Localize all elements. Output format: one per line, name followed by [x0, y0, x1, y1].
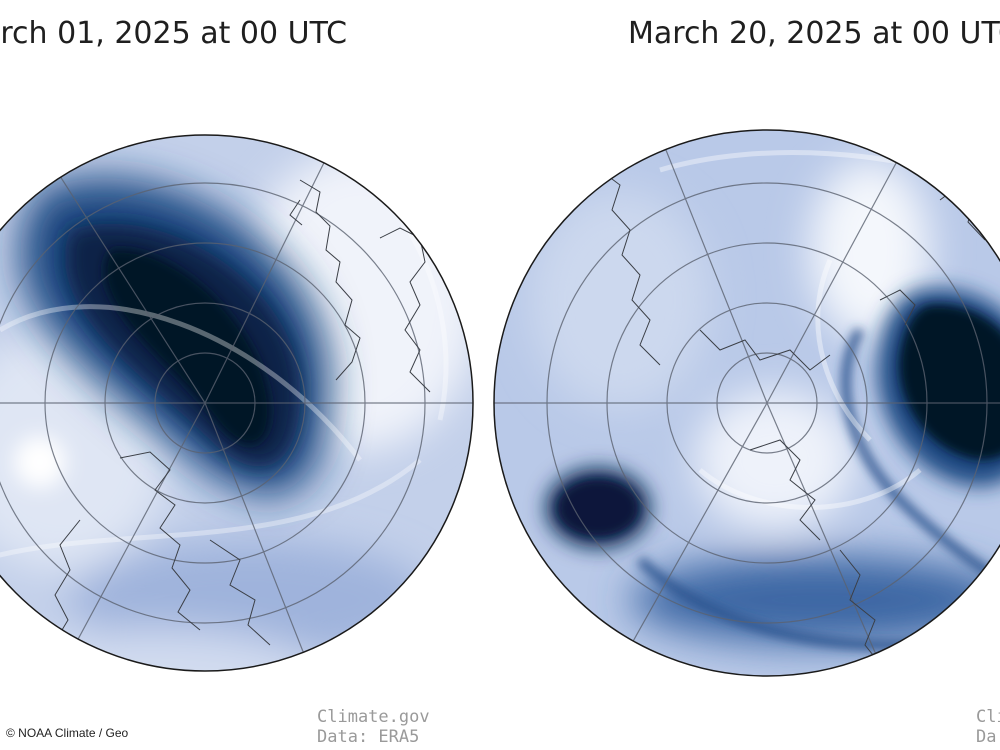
credit-right-line1: Cli — [976, 707, 1000, 727]
credit-left-line2: Data: ERA5 — [317, 727, 420, 747]
right-map-border — [493, 129, 1000, 677]
panel-title-left: arch 01, 2025 at 00 UTC — [0, 16, 348, 51]
right-polar-map — [494, 130, 1000, 676]
copyright-label: © NOAA Climate / Geo — [0, 721, 135, 745]
credit-right: Cli Da — [976, 707, 1000, 747]
left-map-border — [0, 134, 474, 672]
credit-right-line2: Da — [976, 727, 997, 747]
panel-title-right: March 20, 2025 at 00 UTC — [628, 16, 1000, 51]
left-polar-map — [0, 135, 473, 671]
credit-left: Climate.gov Data: ERA5 — [317, 707, 430, 747]
credit-left-line1: Climate.gov — [317, 707, 430, 727]
